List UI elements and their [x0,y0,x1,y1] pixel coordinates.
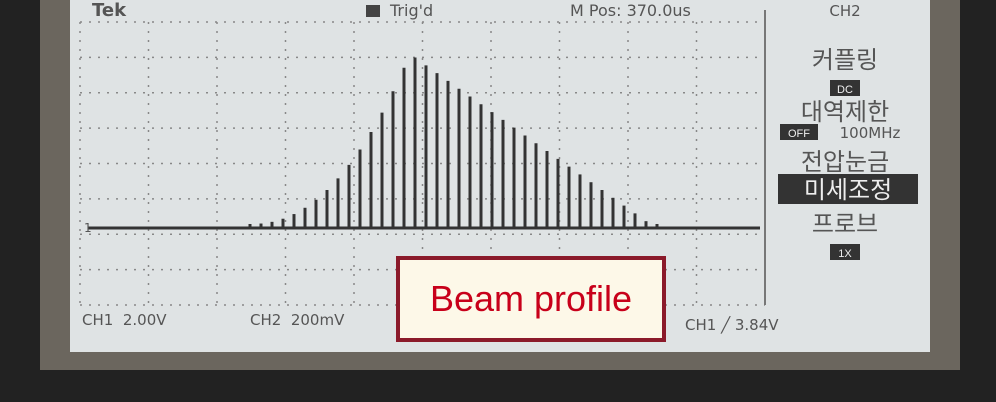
menu-value: 1X [838,248,852,260]
trigger-icon [366,5,380,17]
menu-value: OFF [788,128,810,140]
menu-value: DC [837,84,853,96]
ch1-scale: CH1 2.00V [82,311,167,329]
menu-badge [778,174,918,204]
channel-marker: 1 [84,221,92,235]
menu-title: 커플링 [812,46,878,74]
ch2-scale: CH2 200mV [250,311,345,329]
label-box [396,256,666,342]
menu-badge [780,124,818,140]
waveform [88,57,760,230]
label: Beam profile [430,278,632,319]
position: M Pos: 370.0us [570,1,691,20]
menu-value: 미세조정 [804,177,892,204]
menu-title: 전압눈금 [801,148,889,176]
menu-badge [830,244,860,260]
menu-title: 프로브 [812,210,878,238]
menu-badge [830,80,860,96]
trigger-level: CH1 ╱ 3.84V [685,316,779,334]
menu-title: 대역제한 [801,98,889,126]
trigger-status: Trig'd [389,1,433,20]
brand: Tek [92,0,127,21]
channel: CH2 [829,2,860,20]
menu-extra: 100MHz [840,124,901,142]
